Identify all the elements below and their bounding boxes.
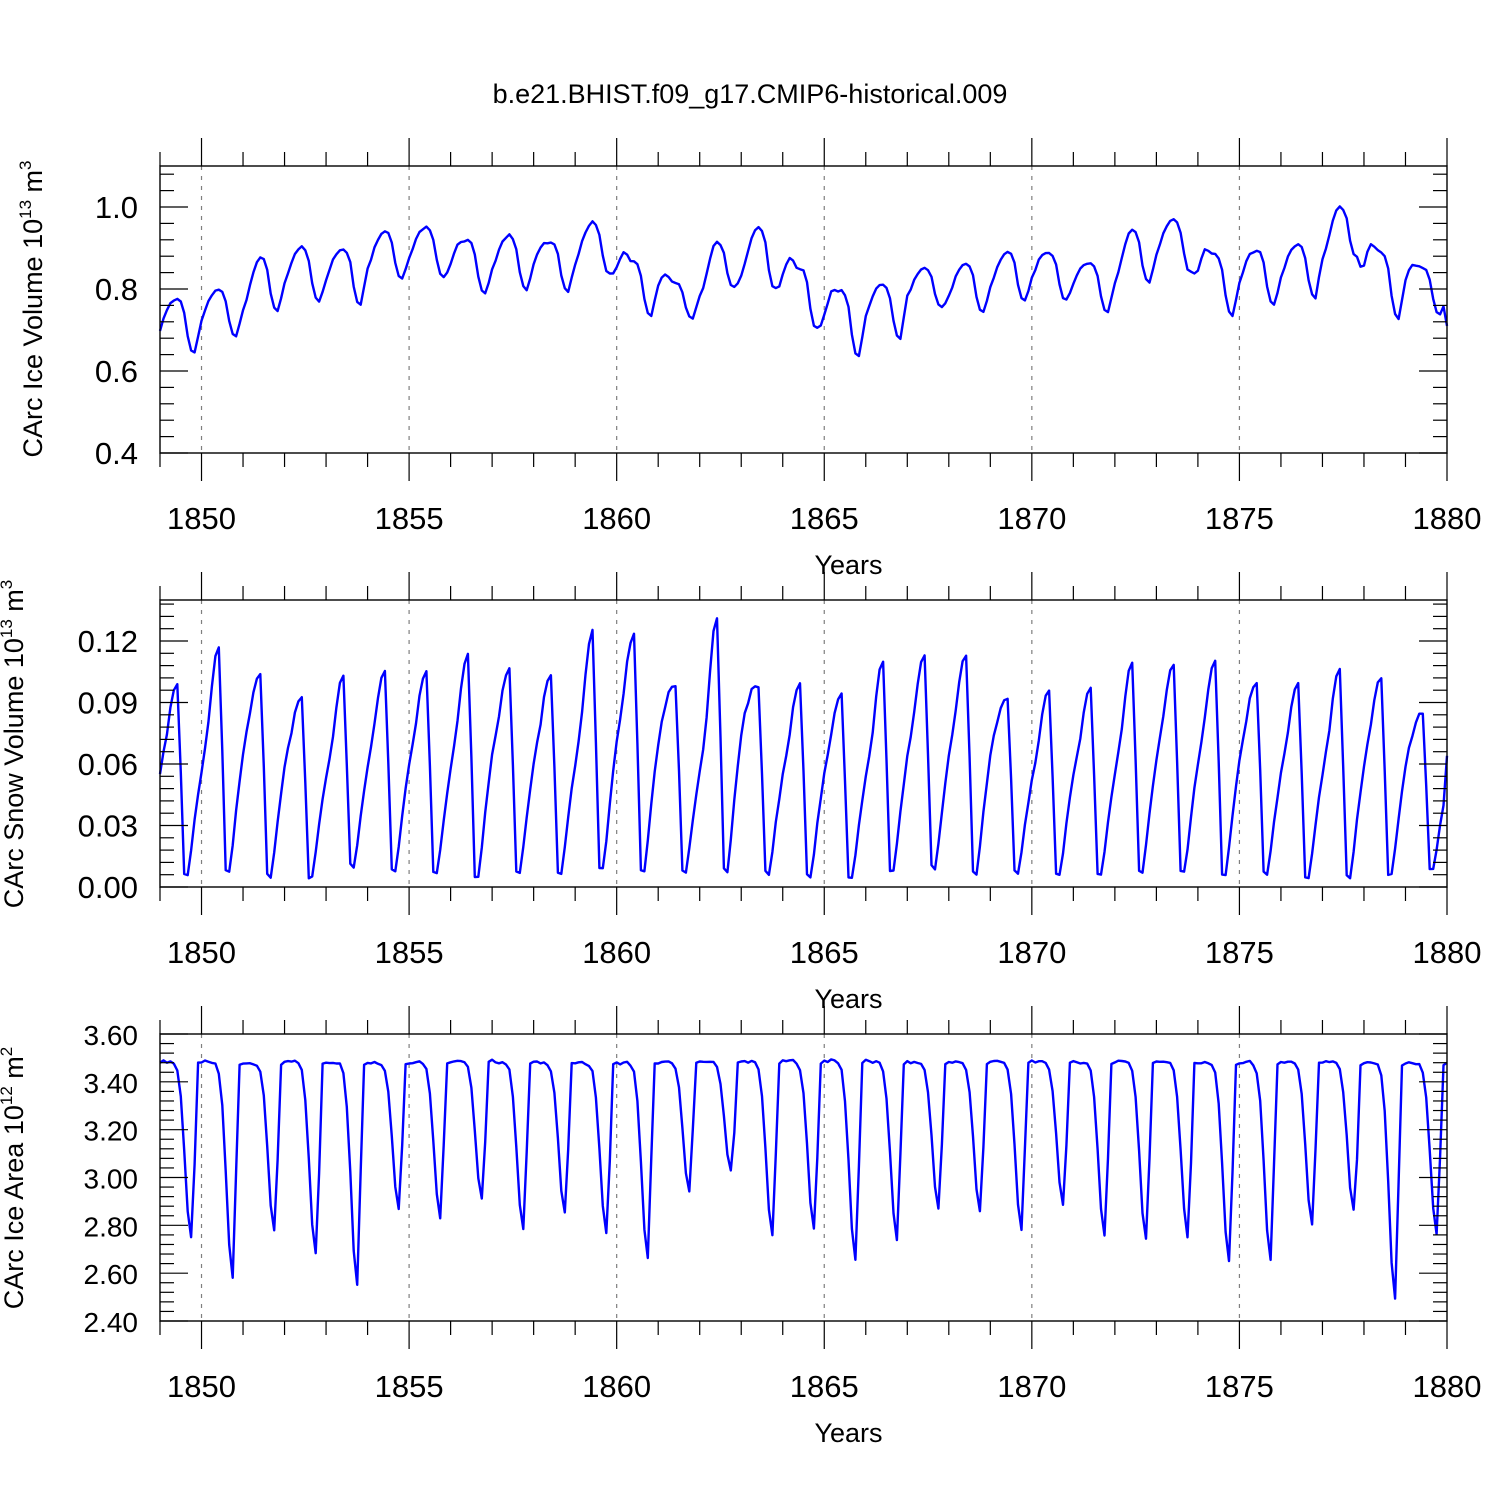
panel-3: 1850 1855 1860 1865 1870 1875 1880 2.40 2.60 2.80… (0, 1006, 1481, 1448)
y-tick-label: 0.09 (78, 686, 138, 721)
x-tick-label: 1870 (997, 935, 1066, 970)
x-tick-label: 1855 (375, 501, 444, 536)
x-tick-label: 1860 (582, 935, 651, 970)
x-tick-label: 1850 (167, 1369, 236, 1404)
x-tick-label: 1855 (375, 1369, 444, 1404)
panel-1: 1850 1855 1860 1865 1870 1875 1880 0.4 0.6 0.8 1.0… (16, 138, 1481, 580)
x-tick-label: 1870 (997, 501, 1066, 536)
y-tick-label: 0.12 (78, 624, 138, 659)
x-tick-label: 1860 (582, 1369, 651, 1404)
x-tick-label: 1860 (582, 501, 651, 536)
series-line-carc-ice-volume (158, 205, 1449, 358)
y-axis-label: CArc Ice Area 1012 m2 (0, 1047, 29, 1310)
y-tick-label: 3.40 (84, 1068, 139, 1099)
x-tick-label: 1855 (375, 935, 444, 970)
y-tick-label: 0.03 (78, 809, 138, 844)
y-tick-label: 0.00 (78, 870, 138, 905)
plot-frame (159, 599, 1448, 888)
x-axis-label: Years (814, 1418, 882, 1448)
plot-frame (159, 165, 1448, 454)
y-tick-label: 3.20 (84, 1116, 139, 1147)
series-line-carc-snow-volume (158, 617, 1449, 880)
y-tick-label: 2.40 (84, 1307, 139, 1338)
x-tick-label: 1865 (790, 935, 859, 970)
x-tick-label: 1875 (1205, 1369, 1274, 1404)
panel-2: 1850 1855 1860 1865 1870 1875 1880 0.00 0.03 0.06… (0, 572, 1481, 1014)
y-tick-label: 0.6 (95, 354, 138, 389)
y-tick-label: 2.80 (84, 1211, 139, 1242)
x-tick-label: 1880 (1413, 935, 1482, 970)
y-tick-label: 3.00 (84, 1164, 139, 1195)
y-tick-label: 0.8 (95, 272, 138, 307)
x-tick-label: 1850 (167, 501, 236, 536)
chart-title: b.e21.BHIST.f09_g17.CMIP6-historical.009 (493, 79, 1008, 109)
x-tick-label: 1865 (790, 501, 859, 536)
x-tick-label: 1875 (1205, 501, 1274, 536)
x-axis-label: Years (814, 984, 882, 1014)
x-tick-label: 1870 (997, 1369, 1066, 1404)
x-tick-label: 1880 (1413, 1369, 1482, 1404)
y-tick-label: 0.4 (95, 436, 138, 471)
series-line-carc-ice-area (159, 1058, 1448, 1300)
y-tick-label: 1.0 (95, 190, 138, 225)
x-tick-label: 1850 (167, 935, 236, 970)
y-tick-label: 2.60 (84, 1259, 139, 1290)
y-tick-label: 3.60 (84, 1020, 139, 1051)
y-axis-label: CArc Snow Volume 1013 m3 (0, 580, 29, 909)
x-tick-label: 1875 (1205, 935, 1274, 970)
y-tick-label: 0.06 (78, 747, 138, 782)
x-axis-label: Years (814, 550, 882, 580)
x-tick-label: 1880 (1413, 501, 1482, 536)
plot-frame (159, 1033, 1448, 1322)
y-axis-label: CArc Ice Volume 1013 m3 (16, 160, 48, 457)
x-tick-label: 1865 (790, 1369, 859, 1404)
